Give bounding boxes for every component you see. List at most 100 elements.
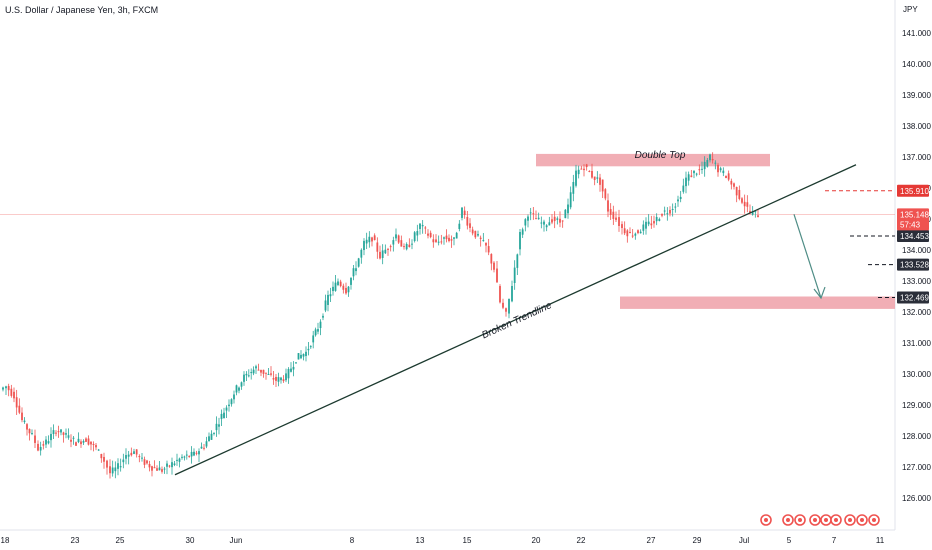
candle-body [133, 451, 135, 454]
candle-body [487, 246, 490, 253]
candle-body [208, 436, 210, 442]
candle-body [305, 351, 307, 357]
y-tick-label: 137.000 [902, 153, 931, 162]
x-tick-label: 5 [787, 536, 792, 545]
candle-body [666, 213, 669, 215]
candle-body [706, 159, 709, 167]
candle-body [580, 168, 583, 170]
candle-body [243, 374, 245, 382]
candle-body [324, 300, 327, 311]
candle-body [722, 170, 725, 174]
candle-body [111, 467, 114, 474]
economic-event-icon-dot [813, 518, 817, 522]
candle-body [109, 466, 111, 474]
candle-body [117, 463, 119, 469]
projection-arrow-head [813, 286, 826, 300]
candle-body [471, 229, 474, 234]
candle-body [577, 169, 580, 175]
candle-body [21, 412, 23, 421]
candle-body [631, 235, 634, 237]
candle-body [309, 346, 312, 348]
level-price-label: 135.910 [900, 187, 929, 196]
candle-body [735, 186, 738, 196]
candle-body [355, 268, 357, 272]
candle-body [711, 159, 714, 161]
double-top-zone [536, 153, 770, 167]
candle-body [432, 239, 435, 243]
candle-body [178, 458, 181, 462]
broken-trendline [174, 164, 857, 476]
candle-body [238, 387, 240, 391]
candle-body [485, 242, 487, 246]
y-tick-label: 134.000 [902, 246, 931, 255]
candle-body [496, 268, 498, 283]
candle-body [183, 456, 186, 458]
candle-body [537, 217, 540, 220]
candle-body [161, 469, 163, 472]
y-tick-label: 128.000 [902, 432, 931, 441]
candle-body [411, 243, 413, 245]
candle-body [690, 175, 693, 178]
candle-body [45, 439, 47, 445]
candle-body [466, 216, 469, 226]
candle-body [482, 240, 485, 242]
candle-body [572, 182, 575, 194]
candle-body [508, 298, 510, 314]
candle-body [106, 460, 108, 468]
candle-body [661, 214, 663, 216]
x-tick-label: 11 [876, 536, 885, 545]
candle-body [733, 183, 735, 187]
candle-body [163, 468, 166, 470]
y-tick-label: 127.000 [902, 463, 931, 472]
candle-body [190, 451, 193, 457]
candle-body [373, 235, 376, 241]
candle-body [524, 219, 527, 226]
candle-body [277, 377, 280, 382]
x-tick-label: Jun [230, 536, 243, 545]
candle-body [618, 217, 620, 226]
economic-event-icon-dot [786, 518, 790, 522]
candle-body [342, 285, 345, 290]
y-tick-label: 132.000 [902, 308, 931, 317]
candle-body [275, 376, 277, 381]
bar-countdown-label: 57:43 [900, 220, 921, 229]
candle-body [77, 438, 80, 443]
candle-body [493, 262, 495, 270]
candle-body [413, 232, 416, 242]
candle-body [443, 237, 445, 239]
candle-body [527, 216, 529, 221]
x-tick-label: 23 [71, 536, 80, 545]
candle-body [339, 281, 342, 287]
candle-body [741, 198, 743, 203]
candle-body [314, 329, 317, 336]
candle-body [474, 230, 477, 238]
candle-body [368, 236, 371, 243]
candle-body [548, 222, 551, 226]
candle-body [23, 420, 26, 423]
candle-body [272, 378, 275, 380]
candle-body [738, 189, 741, 199]
candle-body [37, 443, 39, 451]
candle-body [181, 456, 183, 458]
candle-body [682, 185, 685, 192]
candle-body [168, 465, 171, 467]
candle-body [322, 315, 324, 318]
candle-body [218, 424, 220, 427]
candle-body [200, 446, 203, 449]
current-price-label: 135.148 [900, 210, 929, 219]
chart-title: U.S. Dollar / Japanese Yen, 3h, FXCM [5, 5, 159, 15]
candle-body [265, 372, 267, 374]
economic-event-icon-dot [764, 518, 768, 522]
candle-body [319, 321, 322, 329]
candle-body [198, 451, 200, 455]
candle-body [719, 168, 722, 171]
candle-body [435, 239, 437, 242]
candle-body [285, 373, 287, 381]
candle-body [463, 210, 466, 215]
candle-body [31, 433, 33, 435]
x-tick-label: 8 [350, 536, 355, 545]
candle-body [18, 405, 21, 413]
candle-body [280, 377, 282, 381]
y-tick-label: 140.000 [902, 60, 931, 69]
